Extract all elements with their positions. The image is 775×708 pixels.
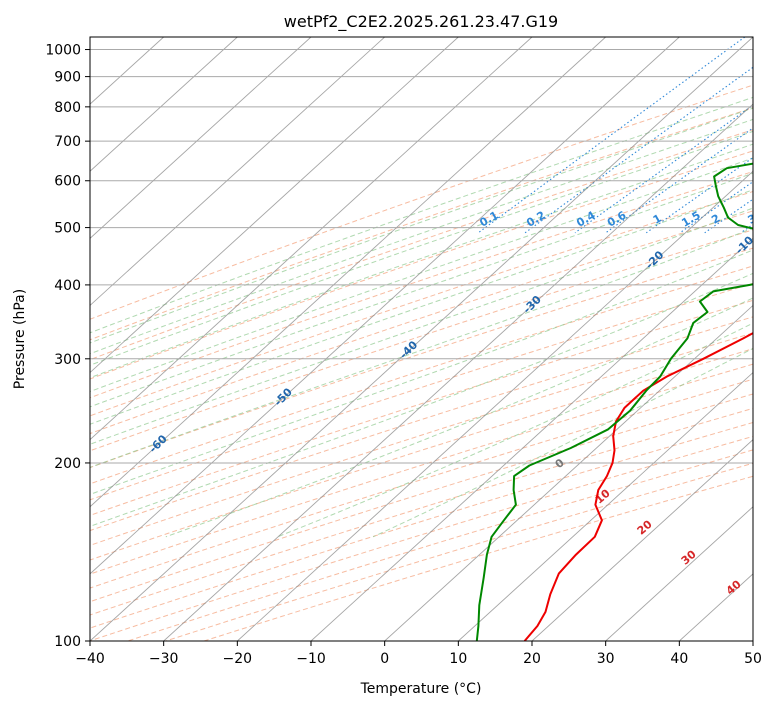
x-tick-label: 10 [449, 651, 467, 667]
isotherm-line [384, 304, 753, 641]
isotherm-line [90, 37, 238, 172]
x-tick-label: 20 [523, 651, 541, 667]
isotherm-line [90, 37, 385, 307]
dry-adiabat-line [90, 316, 753, 532]
temperature-profile-line [523, 332, 753, 641]
y-tick-label: 700 [54, 134, 81, 150]
x-axis-label: Temperature (°C) [360, 681, 482, 697]
isotherm-line [90, 37, 533, 441]
dewpoint-profile-line [475, 162, 753, 641]
dry-adiabat-line [90, 332, 753, 546]
mixing-ratio-line [477, 37, 746, 234]
x-tick-label: −30 [149, 651, 179, 667]
mixing-ratio-line [574, 104, 753, 234]
dry-adiabat-line [90, 378, 753, 589]
isotherm-line [163, 103, 753, 641]
x-tick-label: −40 [75, 651, 105, 667]
x-tick-label: 30 [597, 651, 615, 667]
dry-adiabat-line [90, 129, 753, 361]
y-tick-label: 100 [54, 634, 81, 650]
isotherm-line [310, 237, 753, 641]
x-axis: −40 −30 −20 −10 0 10 20 30 40 50 [75, 641, 762, 667]
mixing-ratio-line [679, 181, 753, 234]
dry-adiabat-line [90, 150, 753, 380]
chart-title: wetPf2_C2E2.2025.261.23.47.G19 [284, 12, 558, 32]
isotherm-line [531, 439, 753, 641]
isotherm-line [605, 506, 753, 641]
pressure-gridlines [90, 49, 753, 641]
y-tick-label: 900 [54, 70, 81, 86]
mixing-ratio-label: 3 [746, 212, 759, 227]
isotherm-line [237, 170, 753, 641]
dry-adiabat-line [90, 348, 753, 561]
isotherm-line [90, 37, 459, 374]
y-tick-label: 500 [54, 221, 81, 237]
x-tick-label: −20 [223, 651, 253, 667]
y-axis-label: Pressure (hPa) [12, 289, 28, 389]
isotherm-line [90, 37, 753, 641]
mixing-ratio-line [524, 66, 753, 234]
dry-adiabat-line [90, 393, 753, 603]
isotherm-line [90, 37, 680, 575]
x-tick-label: 0 [380, 651, 389, 667]
y-tick-label: 400 [54, 278, 81, 294]
isotherm-line [90, 37, 606, 508]
y-tick-label: 600 [54, 174, 81, 190]
isotherm-line [458, 371, 753, 641]
y-axis: 100 200 300 400 500 600 700 800 900 1000 [45, 43, 90, 650]
y-tick-label: 300 [54, 352, 81, 368]
dry-adiabat-line [90, 191, 753, 417]
plot-frame [89, 36, 754, 642]
x-tick-label: 50 [744, 651, 762, 667]
profile-series [475, 162, 753, 641]
x-tick-label: −10 [296, 651, 326, 667]
y-tick-label: 200 [54, 456, 81, 472]
y-tick-label: 800 [54, 100, 81, 116]
dry-adiabat-line [90, 84, 753, 320]
isotherm-line [90, 37, 312, 239]
y-tick-label: 1000 [45, 43, 81, 59]
x-tick-label: 40 [670, 651, 688, 667]
